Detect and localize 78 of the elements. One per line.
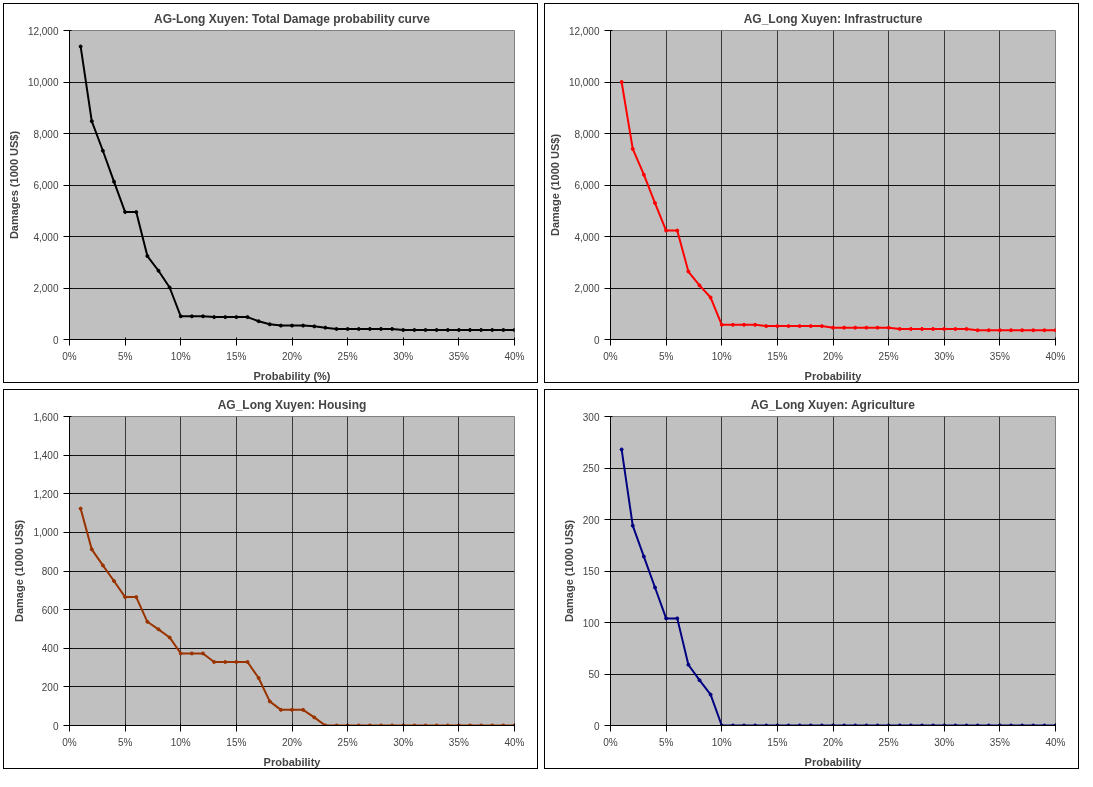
y-tick-label: 8,000	[574, 128, 600, 140]
x-tick-label: 20%	[822, 350, 844, 362]
x-tick-label: 30%	[934, 736, 955, 748]
y-tick-label: 200	[41, 681, 59, 693]
x-tick-label: 25%	[878, 350, 899, 362]
y-tick-label: 300	[582, 411, 600, 423]
y-tick-label: 0	[593, 334, 600, 346]
x-tick-label: 25%	[337, 350, 358, 362]
x-tick-label: 30%	[393, 736, 414, 748]
x-tick-label: 35%	[448, 736, 469, 748]
y-tick-label: 400	[41, 643, 59, 655]
x-tick-label: 0%	[603, 350, 618, 362]
y-tick-label: 12,000	[27, 25, 59, 37]
x-axis-title: Probability	[263, 755, 322, 768]
x-tick-label: 15%	[767, 736, 788, 748]
y-axis-title: Damages (1000 US$)	[7, 130, 20, 240]
y-tick-label: 6,000	[574, 180, 600, 191]
x-tick-label: 0%	[62, 736, 77, 748]
y-tick-label: 0	[593, 720, 600, 732]
y-tick-label: 50	[588, 669, 600, 680]
x-axis-title: Probability	[804, 369, 863, 382]
x-tick-label: 40%	[1045, 350, 1066, 362]
x-tick-label: 30%	[393, 350, 414, 362]
y-tick-label: 100	[582, 617, 600, 629]
y-tick-label: 8,000	[33, 128, 59, 140]
x-tick-label: 10%	[170, 350, 191, 362]
x-tick-label: 35%	[989, 350, 1010, 362]
x-tick-label: 10%	[711, 736, 732, 748]
y-axis-title: Damage (1000 US$)	[562, 519, 575, 623]
x-tick-label: 35%	[448, 350, 469, 362]
y-tick-label: 12,000	[568, 25, 600, 37]
x-tick-label: 5%	[658, 736, 674, 748]
y-tick-label: 6,000	[33, 180, 59, 191]
y-tick-label: 1,200	[33, 488, 59, 500]
y-tick-label: 2,000	[574, 283, 600, 294]
y-tick-label: 10,000	[568, 77, 600, 88]
x-axis-title: Probability	[804, 755, 863, 768]
x-tick-label: 10%	[711, 350, 732, 362]
x-tick-label: 40%	[504, 350, 525, 362]
x-tick-label: 35%	[989, 736, 1010, 748]
x-tick-label: 10%	[170, 736, 191, 748]
y-tick-label: 2,000	[33, 283, 59, 294]
x-tick-label: 0%	[603, 736, 618, 748]
y-tick-label: 4,000	[574, 231, 600, 243]
x-tick-label: 0%	[62, 350, 77, 362]
x-tick-label: 5%	[658, 350, 674, 362]
y-tick-label: 150	[582, 566, 600, 577]
y-axis-title: Damage (1000 US$)	[13, 519, 26, 623]
chart-title: AG_Long Xuyen: Infrastructure	[743, 11, 923, 26]
x-tick-label: 15%	[226, 736, 247, 748]
x-tick-label: 20%	[822, 736, 844, 748]
y-tick-label: 1,600	[33, 411, 59, 423]
x-tick-label: 15%	[767, 350, 788, 362]
y-tick-label: 4,000	[33, 231, 59, 243]
y-tick-label: 10,000	[27, 77, 59, 88]
x-tick-label: 20%	[281, 350, 303, 362]
x-tick-label: 5%	[117, 350, 133, 362]
chart-title: AG_Long Xuyen: Housing	[217, 397, 367, 412]
y-tick-label: 600	[41, 604, 59, 616]
x-tick-label: 25%	[878, 736, 899, 748]
y-tick-label: 800	[41, 566, 59, 577]
y-tick-label: 250	[582, 463, 600, 474]
x-tick-label: 40%	[1045, 736, 1066, 748]
x-tick-label: 20%	[281, 736, 303, 748]
x-tick-label: 25%	[337, 736, 358, 748]
y-tick-label: 0	[52, 720, 59, 732]
chart-title: AG-Long Xuyen: Total Damage probability curve	[154, 11, 431, 26]
y-tick-label: 0	[52, 334, 59, 346]
y-axis-title: Damage (1000 US$)	[548, 133, 561, 237]
x-tick-label: 5%	[117, 736, 133, 748]
x-tick-label: 40%	[504, 736, 525, 748]
y-tick-label: 200	[582, 514, 600, 526]
chart-title: AG_Long Xuyen: Agriculture	[750, 397, 916, 412]
y-tick-label: 1,000	[33, 527, 59, 539]
y-tick-label: 1,400	[33, 450, 59, 462]
x-tick-label: 15%	[226, 350, 247, 362]
x-axis-title: Probability (%)	[253, 369, 331, 382]
x-tick-label: 30%	[934, 350, 955, 362]
